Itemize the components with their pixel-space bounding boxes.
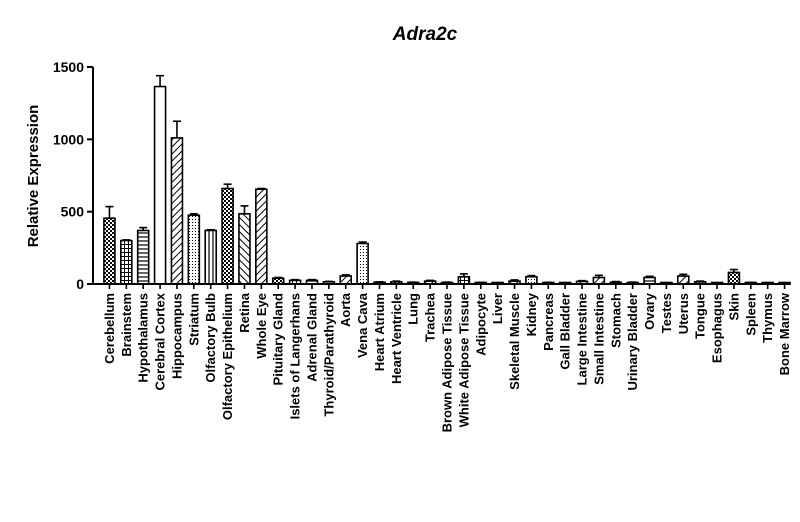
x-tick-label: Adrenal Gland: [304, 293, 319, 382]
y-tick-label: 1500: [53, 59, 84, 75]
chart-title: Adra2c: [392, 24, 458, 45]
x-tick-label: Pituitary Gland: [271, 293, 286, 386]
x-tick-label: Tongue: [693, 293, 708, 339]
x-tick-label: Esophagus: [710, 293, 725, 363]
x-tick-label: Vena Cava: [355, 292, 370, 358]
x-tick-label: Pancreas: [541, 293, 556, 351]
x-tick-label: Skin: [726, 293, 741, 321]
x-tick-label: Uterus: [676, 293, 691, 334]
x-tick-label: Heart Ventricle: [389, 293, 404, 384]
bar-15: [356, 242, 369, 285]
x-tick-label: Lung: [406, 293, 421, 325]
bar-5: [187, 214, 201, 285]
x-tick-label: Thyroid/Parathyroid: [321, 293, 336, 417]
x-tick-label: Stomach: [608, 293, 623, 348]
bar-14: [339, 275, 353, 285]
x-ticks-group: Cerebellum Brainstem Hypothalamus Cerebral …: [102, 292, 792, 432]
y-ticks-group: 0 500 1000 1500: [53, 59, 93, 292]
x-tick-label: Cerebral Cortex: [153, 292, 168, 390]
x-tick-label: Brown Adipose Tissue: [440, 293, 455, 432]
bar-4: [170, 137, 184, 285]
x-tick-label: Spleen: [743, 293, 758, 336]
x-tick-label: Testes: [659, 293, 674, 333]
x-tick-label: Olfactory Bulb: [203, 293, 218, 383]
bar-7: [221, 187, 234, 285]
x-tick-label: Trachea: [423, 292, 438, 342]
x-tick-label: Small Intestine: [591, 293, 606, 385]
x-tick-label: Bone Marrow: [777, 292, 792, 375]
bar-3: [153, 85, 167, 285]
x-tick-label: Striatum: [186, 293, 201, 346]
y-tick-label: 1000: [53, 131, 84, 147]
bar-21: [457, 275, 471, 285]
x-tick-label: Large Intestine: [575, 293, 590, 385]
x-tick-label: Adipocyte: [473, 293, 488, 356]
x-tick-label: Aorta: [338, 292, 353, 327]
x-tick-label: Gall Bladder: [558, 293, 573, 370]
x-tick-label: Urinary Bladder: [625, 293, 640, 391]
x-tick-label: Kidney: [524, 292, 539, 336]
bar-9: [255, 188, 268, 285]
bar-25: [525, 275, 538, 285]
y-tick-label: 500: [61, 204, 85, 220]
bar-34: [676, 275, 690, 285]
bar-37: [727, 271, 741, 285]
bar-6: [204, 229, 218, 285]
bar-0: [103, 217, 116, 285]
bar-8: [238, 213, 251, 285]
x-tick-label: Islets of Langerhans: [288, 293, 303, 419]
axes-group: [92, 67, 790, 289]
x-tick-label: Olfactory Epithelium: [220, 293, 235, 420]
x-tick-label: Hypothalamus: [136, 293, 151, 383]
x-tick-label: Heart Atrium: [372, 293, 387, 371]
x-tick-label: Liver: [490, 293, 505, 324]
bar-1: [120, 239, 133, 285]
x-tick-label: Retina: [237, 292, 252, 333]
y-tick-label: 0: [76, 276, 84, 292]
x-tick-label: Ovary: [642, 292, 657, 330]
y-axis-label: Relative Expression: [25, 105, 42, 248]
x-tick-label: Thymus: [760, 293, 775, 343]
x-tick-label: Whole Eye: [254, 293, 269, 359]
bar-2: [136, 229, 150, 285]
bars-group: [103, 74, 791, 285]
x-tick-label: Cerebellum: [102, 293, 117, 364]
x-tick-label: White Adipose Tissue: [456, 293, 471, 427]
x-tick-label: Brainstem: [119, 293, 134, 357]
x-tick-label: Skeletal Muscle: [507, 293, 522, 390]
x-tick-label: Hippocampus: [169, 293, 184, 379]
